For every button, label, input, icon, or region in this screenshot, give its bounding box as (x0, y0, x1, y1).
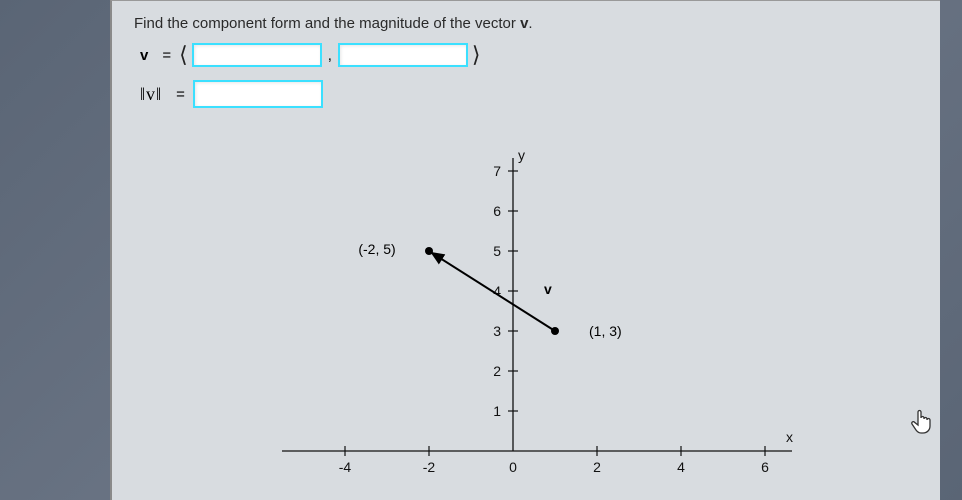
magnitude-equals: = (172, 86, 189, 103)
y-tick-2: 2 (493, 363, 501, 379)
x-tick-6: 6 (761, 459, 769, 475)
chart-svg: -4 -2 0 2 4 6 x 1 2 3 4 5 6 7 y (282, 146, 802, 496)
magnitude-label: ‖v‖ (134, 84, 168, 105)
component-input-1[interactable] (192, 43, 322, 67)
problem-panel: Find the component form and the magnitud… (110, 0, 940, 500)
point-tail (425, 247, 433, 255)
x-tick--2: -2 (423, 459, 436, 475)
y-tick-6: 6 (493, 203, 501, 219)
component-equals: = (158, 47, 175, 64)
y-ticks: 1 2 3 4 5 6 7 (493, 163, 518, 419)
vector-line (432, 253, 555, 331)
y-tick-7: 7 (493, 163, 501, 179)
vector-label: v (544, 281, 552, 297)
x-axis-label: x (786, 429, 793, 445)
y-tick-5: 5 (493, 243, 501, 259)
head-label: (1, 3) (589, 323, 622, 339)
instruction-text: Find the component form and the magnitud… (134, 15, 918, 32)
y-tick-1: 1 (493, 403, 501, 419)
y-tick-3: 3 (493, 323, 501, 339)
open-bracket: ⟨ (179, 42, 188, 68)
point-head (551, 327, 559, 335)
component-label: v (134, 47, 154, 64)
instruction-suffix: . (528, 15, 532, 32)
component-input-2[interactable] (338, 43, 468, 67)
magnitude-row: ‖v‖ = (134, 80, 918, 108)
x-tick-0: 0 (509, 459, 517, 475)
y-axis-label: y (518, 147, 525, 163)
x-tick-2: 2 (593, 459, 601, 475)
close-bracket: ⟩ (472, 42, 481, 68)
x-tick--4: -4 (339, 459, 352, 475)
instruction-prefix: Find the component form and the magnitud… (134, 15, 520, 32)
tail-label: (-2, 5) (358, 241, 395, 257)
component-comma: , (326, 47, 334, 64)
vector-chart: -4 -2 0 2 4 6 x 1 2 3 4 5 6 7 y (282, 146, 802, 496)
magnitude-input[interactable] (193, 80, 323, 108)
x-tick-4: 4 (677, 459, 685, 475)
component-form-row: v = ⟨ , ⟩ (134, 42, 918, 68)
